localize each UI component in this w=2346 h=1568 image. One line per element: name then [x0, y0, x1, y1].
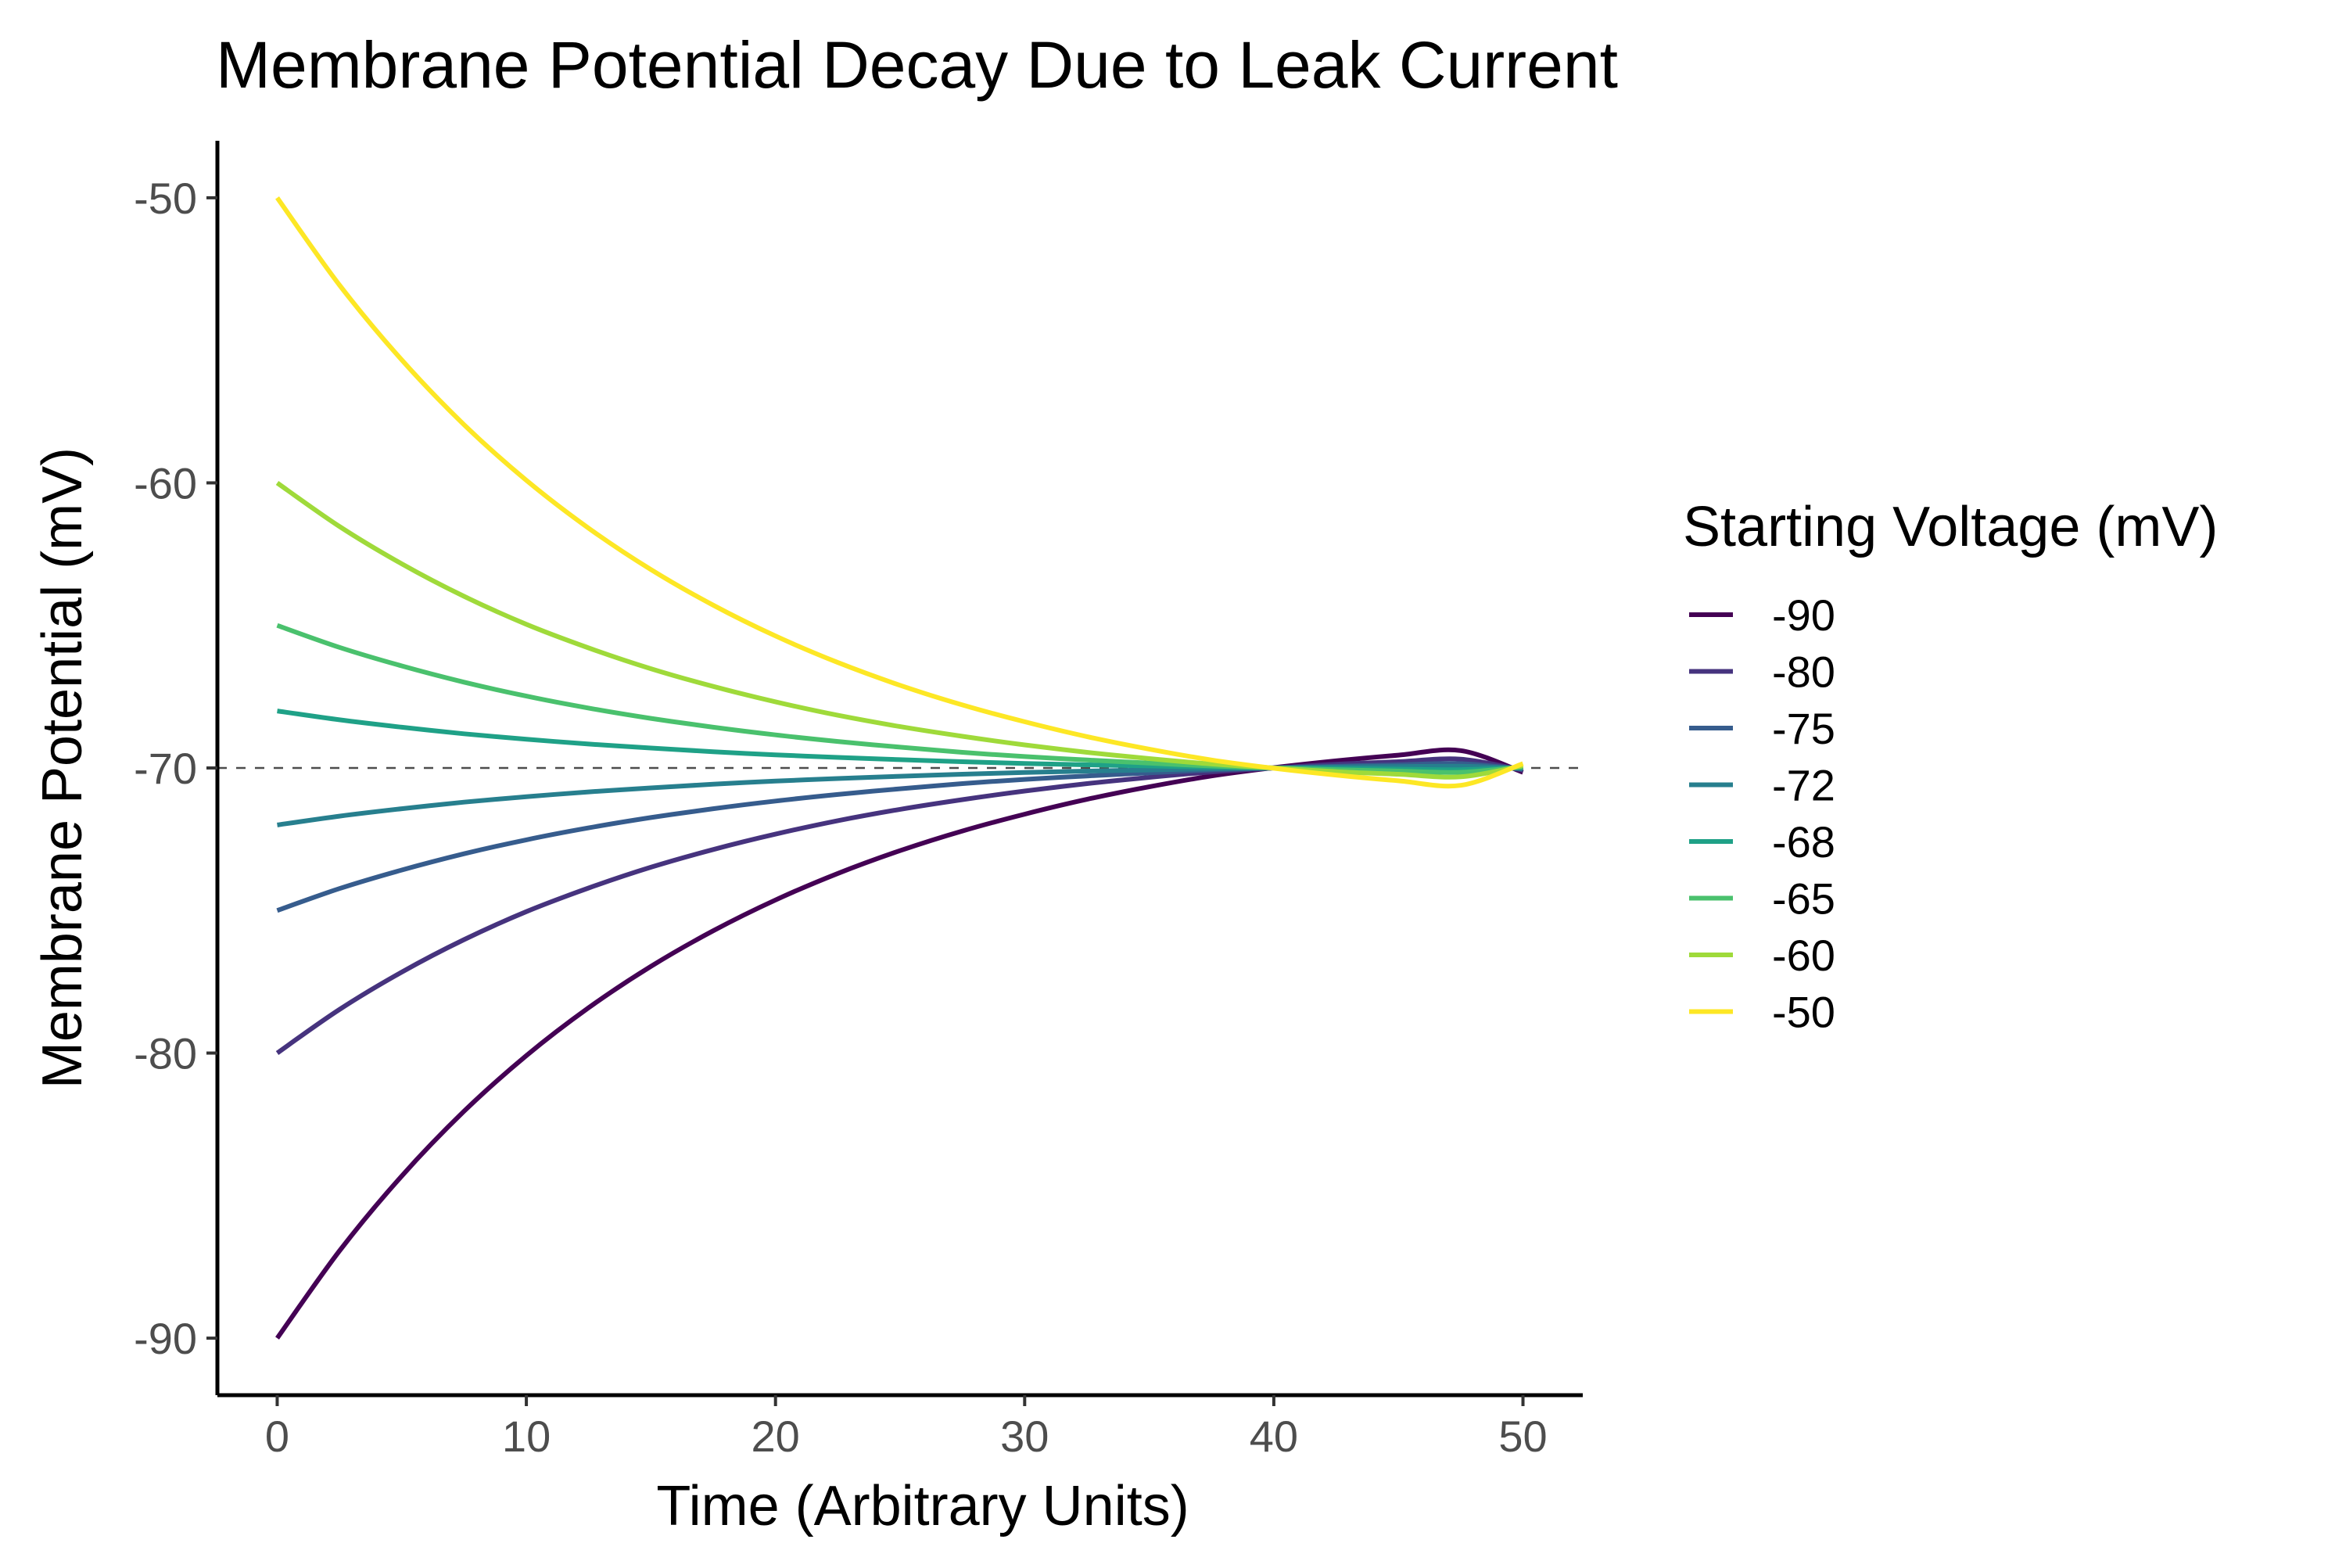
- series-layer: [275, 196, 1524, 1340]
- x-tick-label: 20: [752, 1412, 800, 1461]
- legend-label: -75: [1772, 704, 1835, 753]
- legend-label: -68: [1772, 817, 1835, 867]
- legend-title: Starting Voltage (mV): [1683, 496, 2218, 558]
- series-line-neg50: [275, 196, 1524, 789]
- x-tick-label: 10: [502, 1412, 551, 1461]
- legend: Starting Voltage (mV) -90 -80 -75 -72 -68 -65…: [1683, 496, 2218, 1037]
- legend-label: -72: [1772, 761, 1835, 810]
- x-tick-label: 40: [1250, 1412, 1298, 1461]
- y-axis-title: Membrane Potential (mV): [31, 447, 94, 1089]
- x-tick-label: 50: [1498, 1412, 1547, 1461]
- x-axis-title: Time (Arbitrary Units): [656, 1475, 1189, 1538]
- y-tick-label: -80: [134, 1029, 197, 1078]
- legend-label: -80: [1772, 648, 1835, 697]
- y-tick-label: -90: [134, 1314, 197, 1363]
- y-tick-label: -50: [134, 174, 197, 223]
- x-axis-ticks: 0 10 20 30 40 50: [265, 1395, 1548, 1461]
- legend-label: -50: [1772, 988, 1835, 1037]
- x-tick-label: 0: [265, 1412, 289, 1461]
- y-tick-label: -60: [134, 458, 197, 508]
- legend-label: -60: [1772, 931, 1835, 980]
- legend-label: -90: [1772, 590, 1835, 640]
- x-tick-label: 30: [1000, 1412, 1049, 1461]
- series-line-neg65: [276, 623, 1523, 775]
- legend-label: -65: [1772, 874, 1835, 924]
- legend-items: -90 -80 -75 -72 -68 -65 -60 -50: [1689, 590, 1835, 1037]
- series-line-neg90: [275, 747, 1524, 1340]
- plot-area: [217, 196, 1583, 1340]
- chart-title: Membrane Potential Decay Due to Leak Cur…: [216, 28, 1618, 102]
- y-axis-ticks: -90 -80 -70 -60 -50: [134, 174, 217, 1363]
- series-line-neg75: [276, 761, 1523, 913]
- y-tick-label: -70: [134, 744, 197, 793]
